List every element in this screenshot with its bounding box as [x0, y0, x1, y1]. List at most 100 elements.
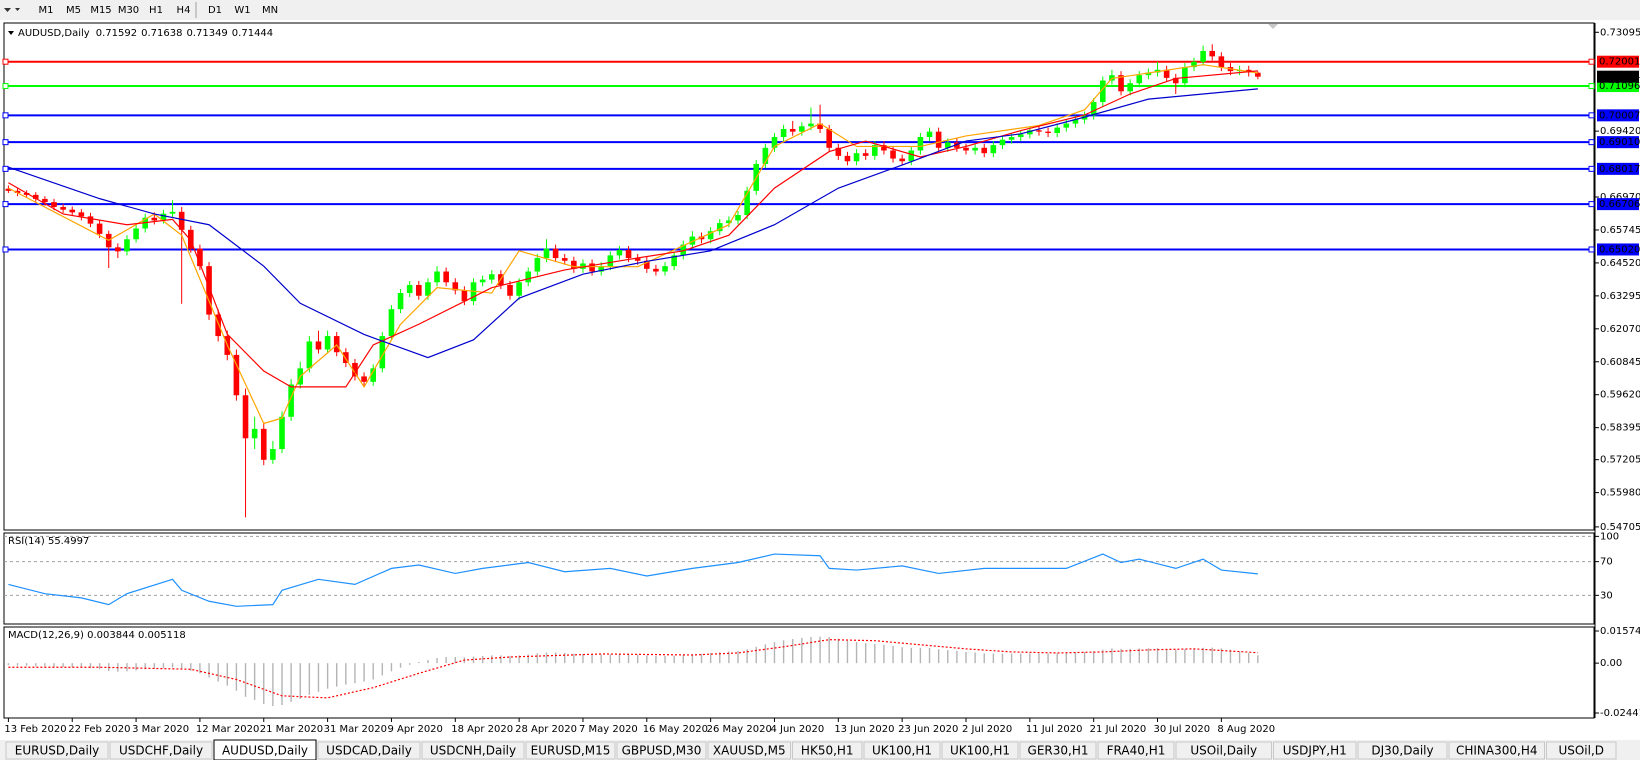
symbol-tab[interactable]: UK100,H1: [941, 741, 1019, 760]
tab-box[interactable]: [863, 741, 941, 760]
tab-label[interactable]: USOil,Daily: [1190, 744, 1257, 758]
symbol-tab[interactable]: USOil,D: [1546, 741, 1617, 760]
level-handle[interactable]: [2, 246, 9, 253]
tab-box[interactable]: [941, 741, 1019, 760]
tab-label[interactable]: USDJPY,H1: [1283, 744, 1347, 758]
y-tick-label: 0.54705: [1600, 522, 1640, 533]
tab-box[interactable]: [1019, 741, 1097, 760]
tab-box[interactable]: [1097, 741, 1175, 760]
macd-bar: [600, 654, 602, 664]
tab-box[interactable]: [1175, 741, 1272, 760]
tab-label[interactable]: CHINA300,H4: [1456, 744, 1538, 758]
tab-label[interactable]: DJ30,Daily: [1371, 744, 1433, 758]
tab-box[interactable]: [616, 741, 707, 760]
timeframe-button[interactable]: M15: [90, 5, 111, 16]
candle-body: [671, 255, 677, 267]
level-handle[interactable]: [1588, 165, 1595, 172]
candle-body: [306, 341, 313, 369]
tab-box[interactable]: [1357, 741, 1448, 760]
symbol-tab[interactable]: CHINA300,H4: [1448, 741, 1545, 760]
symbol-tab[interactable]: HK50,H1: [792, 741, 863, 760]
macd-bar: [153, 663, 156, 669]
toolbar-icon[interactable]: [4, 8, 20, 12]
timeframe-label[interactable]: M5: [66, 5, 81, 16]
timeframe-button[interactable]: M30: [118, 5, 139, 16]
tab-box[interactable]: [525, 741, 616, 760]
tab-label[interactable]: XAUUSD,M5: [713, 744, 786, 758]
tab-label[interactable]: USDCAD,Daily: [326, 744, 412, 758]
macd-bar: [436, 658, 438, 664]
timeframe-button[interactable]: M1: [39, 5, 54, 16]
level-handle[interactable]: [2, 165, 9, 172]
macd-bar: [1047, 653, 1049, 664]
tab-label[interactable]: HK50,H1: [801, 744, 854, 758]
symbol-tab[interactable]: GER30,H1: [1019, 741, 1097, 760]
level-handle[interactable]: [1588, 58, 1595, 65]
timeframe-button[interactable]: H4: [177, 5, 191, 16]
symbol-tab[interactable]: USDCHF,Daily: [109, 741, 213, 760]
symbol-tab[interactable]: USDCNH,Daily: [421, 741, 525, 760]
symbol-tab[interactable]: USDJPY,H1: [1273, 741, 1357, 760]
x-tick-label: 28 Apr 2020: [515, 724, 577, 735]
level-handle[interactable]: [2, 112, 9, 119]
candle-body: [443, 271, 449, 283]
level-handle[interactable]: [1588, 112, 1595, 119]
symbol-tab[interactable]: XAUUSD,M5: [707, 741, 791, 760]
symbol-tab[interactable]: EURUSD,M15: [525, 741, 616, 760]
timeframe-label[interactable]: W1: [234, 5, 250, 16]
timeframe-label[interactable]: M1: [39, 5, 54, 16]
tab-box[interactable]: [109, 741, 213, 760]
tab-label[interactable]: USDCNH,Daily: [430, 744, 516, 758]
macd-bar: [883, 644, 885, 664]
level-handle[interactable]: [1588, 246, 1595, 253]
symbol-tab[interactable]: UK100,H1: [863, 741, 941, 760]
timeframe-label[interactable]: M15: [90, 5, 111, 16]
level-handle[interactable]: [1588, 139, 1595, 146]
tab-box[interactable]: [707, 741, 791, 760]
tab-label[interactable]: GBPUSD,M30: [622, 744, 702, 758]
symbol-tab[interactable]: GBPUSD,M30: [616, 741, 707, 760]
timeframe-button[interactable]: D1: [208, 5, 222, 16]
timeframe-button[interactable]: W1: [234, 5, 250, 16]
tab-box[interactable]: [213, 739, 317, 760]
tab-label[interactable]: GER30,H1: [1028, 744, 1089, 758]
tab-box[interactable]: [421, 741, 525, 760]
symbol-tab[interactable]: USDCAD,Daily: [317, 741, 421, 760]
tab-label[interactable]: AUDUSD,Daily: [222, 744, 308, 758]
tab-box[interactable]: [1448, 741, 1545, 760]
timeframe-label[interactable]: MN: [262, 5, 278, 16]
timeframe-label[interactable]: H1: [149, 5, 163, 16]
tab-box[interactable]: [1546, 741, 1617, 760]
timeframe-button[interactable]: H1: [149, 5, 163, 16]
candle-body: [1136, 75, 1143, 84]
timeframe-button[interactable]: MN: [262, 5, 278, 16]
symbol-tab[interactable]: FRA40,H1: [1097, 741, 1175, 760]
symbol-tab[interactable]: EURUSD,Daily: [5, 741, 109, 760]
tab-label[interactable]: EURUSD,Daily: [15, 744, 100, 758]
timeframe-label[interactable]: D1: [208, 5, 222, 16]
tab-box[interactable]: [5, 741, 109, 760]
tab-box[interactable]: [792, 741, 863, 760]
tab-label[interactable]: USOil,D: [1558, 744, 1604, 758]
symbol-tab[interactable]: USOil,Daily: [1175, 741, 1272, 760]
tab-box[interactable]: [317, 741, 421, 760]
timeframe-button[interactable]: M5: [66, 5, 81, 16]
candle-body: [488, 274, 495, 280]
tab-label[interactable]: UK100,H1: [872, 744, 932, 758]
level-handle[interactable]: [1588, 83, 1595, 90]
level-handle[interactable]: [2, 83, 9, 90]
symbol-tab[interactable]: AUDUSD,Daily: [213, 739, 317, 760]
symbol-tab[interactable]: DJ30,Daily: [1357, 741, 1448, 760]
level-handle[interactable]: [2, 58, 9, 65]
macd-bar: [180, 663, 183, 670]
level-handle[interactable]: [2, 139, 9, 146]
timeframe-label[interactable]: H4: [177, 5, 191, 16]
level-handle[interactable]: [1588, 201, 1595, 208]
tab-label[interactable]: USDCHF,Daily: [119, 744, 203, 758]
tab-label[interactable]: UK100,H1: [950, 744, 1010, 758]
tab-box[interactable]: [1273, 741, 1357, 760]
timeframe-label[interactable]: M30: [118, 5, 139, 16]
tab-label[interactable]: EURUSD,M15: [531, 744, 611, 758]
level-handle[interactable]: [2, 201, 9, 208]
tab-label[interactable]: FRA40,H1: [1107, 744, 1166, 758]
